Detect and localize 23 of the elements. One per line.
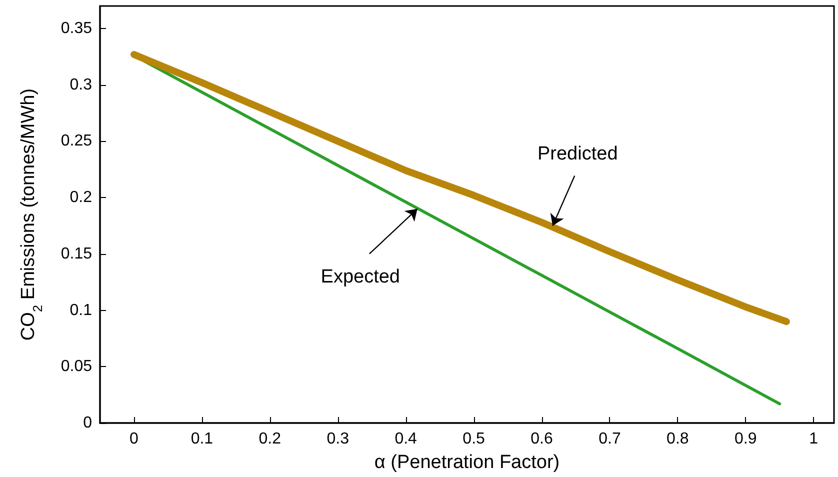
y-tick-label: 0.2: [70, 189, 92, 206]
y-tick-label: 0: [83, 414, 92, 432]
y-tick-label: 0.3: [70, 76, 92, 94]
x-tick-label: 0.9: [734, 430, 757, 448]
x-tick-label: 0.5: [462, 430, 486, 448]
x-tick-label: 0.1: [190, 430, 214, 448]
x-tick-label: 0.8: [666, 430, 689, 448]
x-tick-label: 1: [809, 430, 818, 448]
y-tick-label: 0.35: [60, 20, 92, 38]
y-axis-title: CO2 Emissions (tonnes/MWh): [18, 88, 45, 341]
x-tick-label: 0: [130, 430, 139, 448]
x-tick-label: 0.6: [530, 430, 553, 448]
x-tick-label: 0.4: [394, 430, 418, 448]
y-tick-label: 0.05: [60, 358, 92, 376]
x-tick-label: 0.3: [326, 430, 350, 448]
y-tick-label: 0.1: [70, 302, 92, 319]
x-axis-title: α (Penetration Factor): [374, 452, 560, 473]
y-tick-label: 0.25: [60, 132, 92, 150]
y-tick-label: 0.15: [60, 245, 92, 262]
annotation: Expected: [320, 266, 400, 288]
x-tick-label: 0.2: [258, 430, 282, 448]
x-tick-label: 0.7: [598, 430, 621, 448]
annotation: Predicted: [537, 143, 618, 164]
